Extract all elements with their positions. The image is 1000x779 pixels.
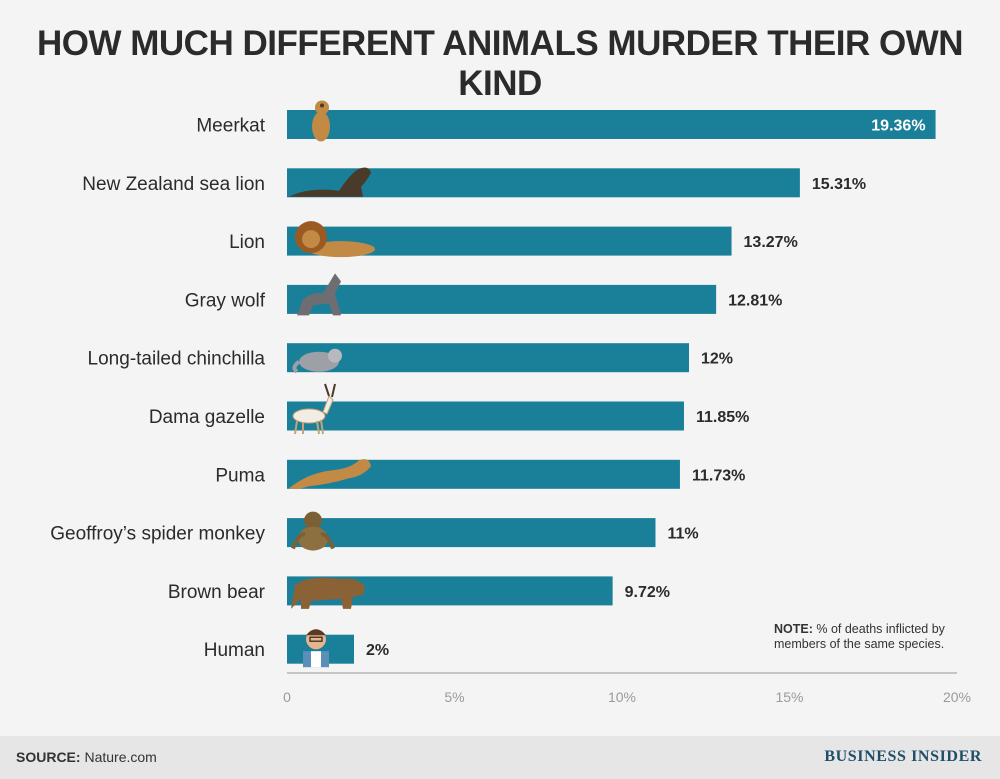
footer: SOURCE: Nature.com BUSINESS INSIDER xyxy=(0,736,1000,779)
category-label: Long-tailed chinchilla xyxy=(88,349,266,370)
source-text: Nature.com xyxy=(84,749,157,765)
gazelle-icon xyxy=(292,383,336,435)
note-text: % of deaths inflicted by members of the … xyxy=(774,622,945,651)
bar xyxy=(287,168,800,198)
source-credit: SOURCE: Nature.com xyxy=(16,749,157,765)
note-label: NOTE: xyxy=(774,622,813,636)
puma-icon xyxy=(289,459,371,489)
category-label: Meerkat xyxy=(196,116,265,137)
category-label: Lion xyxy=(229,232,265,253)
value-label: 13.27% xyxy=(744,234,798,251)
wolf-icon xyxy=(297,273,341,316)
sea-lion-icon xyxy=(289,167,371,197)
value-label: 9.72% xyxy=(625,584,670,601)
value-label: 12.81% xyxy=(728,292,782,309)
category-label: Gray wolf xyxy=(185,290,266,311)
bar xyxy=(287,284,717,314)
bear-icon xyxy=(291,577,365,609)
bar xyxy=(287,110,936,139)
bar xyxy=(287,518,656,548)
x-tick-label: 5% xyxy=(444,689,464,705)
chart-note: NOTE: % of deaths inflicted by members o… xyxy=(774,622,984,652)
x-tick-label: 0 xyxy=(283,689,291,705)
meerkat-icon xyxy=(312,100,330,142)
x-tick-label: 15% xyxy=(775,689,803,705)
x-tick-label: 20% xyxy=(943,689,971,705)
bar-chart: Meerkat 19.36% New Zealand sea lion 15.31% L… xyxy=(50,100,971,705)
x-tick-label: 10% xyxy=(608,689,636,705)
bar xyxy=(287,343,689,373)
value-label: 2% xyxy=(366,642,389,659)
chinchilla-icon xyxy=(292,348,342,374)
category-label: Geoffroy’s spider monkey xyxy=(50,524,265,545)
value-label: 15.31% xyxy=(812,176,866,193)
source-label: SOURCE: xyxy=(16,749,81,765)
monkey-icon xyxy=(291,511,335,551)
category-label: New Zealand sea lion xyxy=(82,174,265,195)
category-label: Human xyxy=(204,640,265,661)
chart-title: HOW MUCH DIFFERENT ANIMALS MURDER THEIR … xyxy=(36,24,964,103)
value-label: 19.36% xyxy=(871,118,925,135)
category-label: Puma xyxy=(215,465,265,486)
category-label: Dama gazelle xyxy=(149,407,265,428)
human-icon xyxy=(303,629,329,668)
category-label: Brown bear xyxy=(168,582,266,603)
brand-logo: BUSINESS INSIDER xyxy=(824,748,982,765)
value-label: 11.73% xyxy=(692,467,745,484)
value-label: 12% xyxy=(701,351,733,368)
value-label: 11.85% xyxy=(696,409,749,426)
lion-icon xyxy=(295,221,375,258)
bar xyxy=(287,401,684,431)
value-label: 11% xyxy=(668,526,699,543)
